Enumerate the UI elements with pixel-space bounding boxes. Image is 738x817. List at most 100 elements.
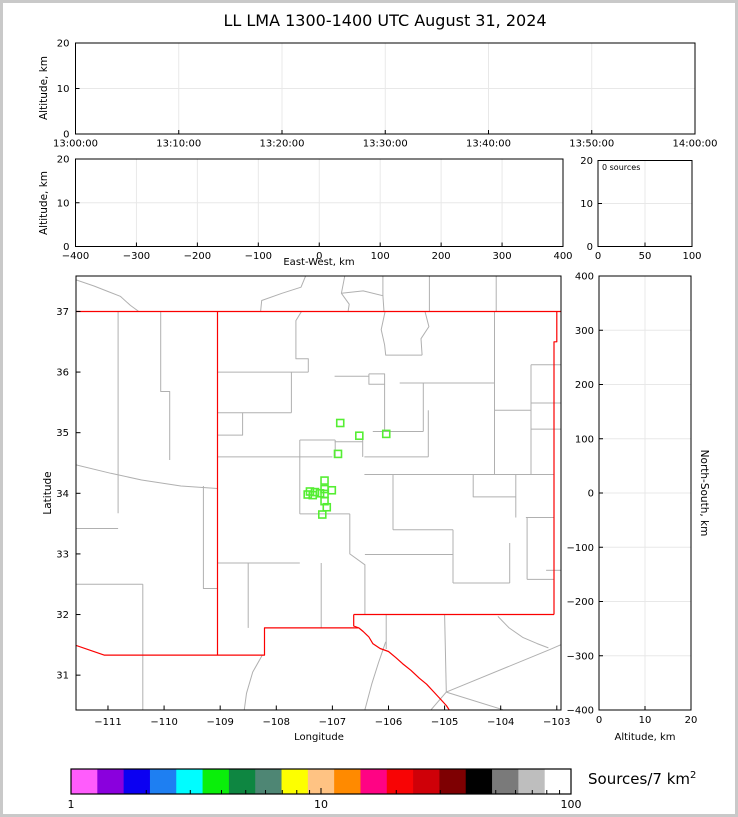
state-boundary-line [353, 614, 360, 629]
altitude-tick-label: 0 [587, 242, 593, 253]
time-panel-ylabel: Altitude, km [38, 55, 50, 121]
panel-frame [75, 42, 696, 135]
count-tick-label: 100 [682, 251, 701, 262]
ew-panel-xlabel: East-West, km [283, 257, 355, 268]
northsouth-tick-label: −400 [567, 706, 594, 717]
longitude-tick-label: −106 [375, 717, 402, 728]
time-tick-label: 13:00:00 [53, 139, 98, 150]
colorbar-segment [149, 769, 177, 794]
count-tick-label: 50 [639, 251, 652, 262]
altitude-tick-label: 10 [639, 715, 652, 726]
time-tick-label: 13:50:00 [569, 139, 614, 150]
colorbar-segment [71, 769, 98, 794]
county-boundary-line [217, 412, 244, 436]
county-boundary-line [446, 644, 561, 693]
county-boundary-line [349, 513, 366, 615]
time-tick-label: 13:10:00 [156, 139, 201, 150]
count-tick-label: 0 [595, 251, 601, 262]
lma-station-marker [335, 418, 345, 428]
county-boundary-line [444, 614, 447, 693]
colorbar-segment [518, 769, 546, 794]
altitude-tick-label: 20 [685, 715, 698, 726]
map-ylabel: Latitude [42, 471, 54, 515]
lma-station-marker [381, 429, 391, 439]
eastwest-tick-label: 200 [432, 251, 451, 262]
altitude-tick-label: 10 [57, 84, 70, 95]
altitude-tick-label: 0 [63, 130, 69, 141]
colorbar-title-superscript: 2 [690, 770, 697, 781]
northsouth-tick-label: 0 [588, 489, 594, 500]
lma-station-marker [308, 490, 318, 500]
panel-frame [75, 158, 564, 247]
northsouth-tick-label: −200 [567, 597, 594, 608]
lma-station-marker [303, 490, 313, 499]
lma-station-marker [322, 502, 332, 512]
county-boundary-line [380, 311, 423, 356]
panel-plan-view: −111 −110 −109 −108 −107 −106 −105 −104 −103 37 36… [56, 275, 571, 728]
colorbar-segment [492, 769, 519, 794]
colorbar-segment [202, 769, 230, 794]
county-boundary-line [160, 311, 171, 460]
ns-panel-ylabel: North-South, km [698, 449, 710, 537]
eastwest-tick-label: 300 [493, 251, 512, 262]
longitude-tick-label: −109 [206, 717, 233, 728]
longitude-tick-label: −105 [431, 717, 458, 728]
eastwest-tick-label: −200 [184, 251, 211, 262]
colorbar-title-text: Sources/7 km [588, 770, 690, 788]
lma-station-marker [333, 449, 343, 459]
page-title: LL LMA 1300-1400 UTC August 31, 2024 [223, 11, 547, 30]
colorbar-segment [176, 769, 204, 794]
time-tick-label: 13:40:00 [466, 139, 511, 150]
colorbar-segment [97, 769, 125, 794]
altitude-tick-label: 0 [63, 242, 69, 253]
latitude-tick-label: 31 [56, 671, 69, 682]
longitude-tick-label: −110 [150, 717, 177, 728]
latitude-tick-label: 36 [56, 368, 69, 379]
county-boundary-line [340, 276, 350, 312]
eastwest-tick-label: −400 [62, 251, 89, 262]
altitude-tick-label: 20 [57, 155, 70, 166]
lma-station-marker [317, 510, 327, 519]
colorbar-tick-label: 100 [561, 798, 582, 811]
colorbar-segment [255, 769, 283, 794]
county-boundary-line [420, 311, 430, 356]
colorbar-title: Sources/7 km2 [588, 770, 696, 788]
eastwest-tick-label: 400 [553, 251, 572, 262]
eastwest-tick-label: −300 [123, 251, 150, 262]
colorbar-segment [544, 769, 572, 794]
colorbar-tick-label: 1 [68, 798, 75, 811]
latitude-tick-label: 35 [56, 428, 69, 439]
northsouth-tick-label: 400 [575, 272, 594, 283]
colorbar-segment [439, 769, 467, 794]
county-boundary-line [260, 276, 306, 312]
colorbar-frame [70, 768, 572, 795]
county-boundary-line [368, 373, 386, 385]
county-boundary-line [446, 691, 504, 710]
colorbar-segment [413, 769, 440, 794]
latitude-tick-label: 37 [56, 307, 69, 318]
eastwest-tick-label: −100 [245, 251, 272, 262]
altitude-tick-label: 10 [57, 198, 70, 209]
colorbar: 1 10 100 [68, 768, 582, 811]
ew-panel-ylabel: Altitude, km [38, 170, 50, 236]
colorbar-tick-label: 10 [314, 798, 328, 811]
panel-frame [598, 275, 692, 711]
colorbar-segment [281, 769, 309, 794]
state-boundary-line [553, 311, 558, 615]
lma-station-markers [303, 418, 391, 519]
panel-frame [597, 160, 693, 247]
county-boundary-line [497, 616, 549, 649]
county-boundary-line [364, 641, 387, 710]
lma-station-marker [320, 476, 329, 485]
northsouth-tick-label: 300 [575, 326, 594, 337]
colorbar-segment [465, 769, 493, 794]
panel-eastwest-altitude: −400 −300 −200 −100 0 100 200 300 400 0 10 20 [57, 155, 573, 263]
county-boundary-line [472, 474, 516, 498]
map-content [76, 276, 561, 710]
state-boundary-line [358, 627, 450, 710]
northsouth-tick-label: −300 [567, 651, 594, 662]
longitude-tick-label: −103 [543, 717, 570, 728]
longitude-tick-label: −104 [487, 717, 514, 728]
